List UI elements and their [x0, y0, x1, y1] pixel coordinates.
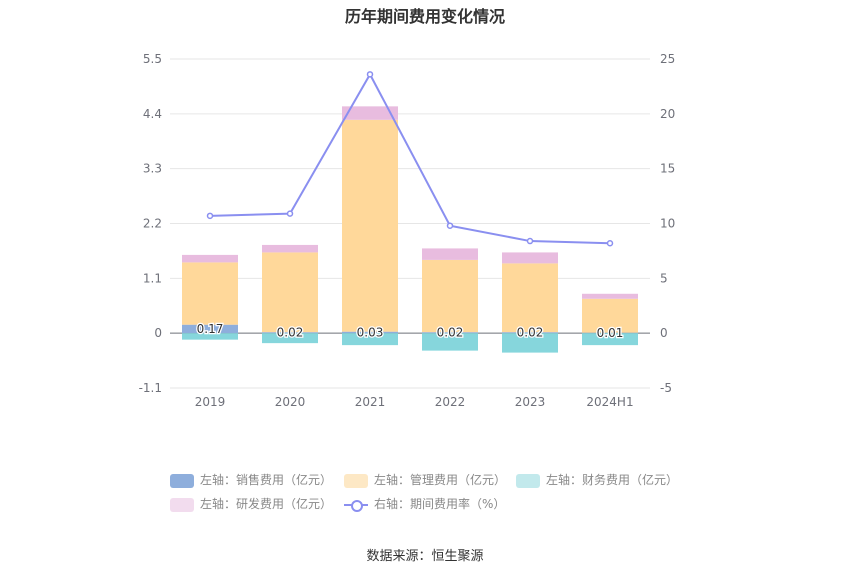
legend-item-rnd[interactable]: 左轴：研发费用（亿元） [170, 494, 332, 514]
rate-point [606, 239, 614, 247]
bar-2-2024H1 [582, 333, 638, 346]
bar-3-2024H1 [582, 293, 638, 299]
data-label-sales: 0.03 [357, 325, 384, 339]
left-tick-label: 3.3 [143, 162, 162, 176]
rate-point [366, 71, 374, 78]
rate-line [209, 72, 611, 245]
label-layer: 0.17 0.02 0.03 0.02 0.02 0.01 [195, 321, 624, 341]
legend-item-rate[interactable]: 右轴：期间费用率（%） [344, 494, 505, 514]
bar-0-2020 [262, 332, 318, 334]
left-tick-label: 4.4 [143, 107, 162, 121]
bar-3-2022 [422, 248, 478, 260]
bar-0-2022 [422, 332, 478, 334]
legend-swatch-admin [344, 473, 368, 488]
left-tick-label: 2.2 [143, 217, 162, 231]
bar-2-2022 [422, 333, 478, 351]
grid-layer [170, 58, 650, 389]
right-tick-label: 0 [660, 326, 668, 340]
legend-label-rnd: 左轴：研发费用（亿元） [200, 497, 333, 511]
axis-layer: 5.5 4.4 3.3 2.2 1.1 0 -1.1 25 20 15 10 5 0 -5 2019 2020… [139, 52, 676, 409]
legend-label-finance: 左轴：财务费用（亿元） [546, 473, 679, 487]
rate-point [206, 212, 214, 220]
x-tick-label: 2023 [515, 395, 546, 409]
legend-label-rate: 右轴：期间费用率（%） [374, 497, 506, 511]
data-label-sales: 0.01 [597, 326, 624, 340]
data-label-sales: 0.02 [277, 326, 304, 340]
legend-item-admin[interactable]: 左轴：管理费用（亿元） [344, 470, 506, 490]
bar-1-2019 [182, 262, 238, 325]
legend-line-rate-icon [344, 498, 368, 512]
right-tick-label: 25 [660, 52, 675, 66]
data-label-sales: 0.02 [517, 326, 544, 340]
bar-2-2023 [502, 333, 558, 353]
right-tick-label: 15 [660, 162, 675, 176]
right-tick-label: 5 [660, 271, 668, 285]
x-tick-label: 2020 [275, 395, 306, 409]
legend-swatch-sales [170, 473, 194, 488]
data-source: 数据来源：恒生聚源 [366, 549, 484, 564]
chart-title: 历年期间费用变化情况 [344, 7, 505, 26]
bar-1-2021 [342, 119, 398, 332]
left-tick-label: -1.1 [139, 381, 162, 395]
x-tick-label: 2019 [195, 395, 226, 409]
bar-3-2020 [262, 244, 318, 253]
legend-item-sales[interactable]: 左轴：销售费用（亿元） [170, 470, 332, 490]
data-label-sales: 0.02 [437, 326, 464, 340]
legend-label-admin: 左轴：管理费用（亿元） [374, 473, 507, 487]
rate-point [286, 210, 294, 217]
bar-1-2023 [502, 263, 558, 333]
bar-1-2024H1 [582, 298, 638, 333]
rate-point [446, 222, 454, 229]
rate-point [526, 237, 534, 245]
legend-swatch-finance [516, 473, 540, 488]
bar-2-2020 [262, 333, 318, 344]
bar-0-2021 [342, 331, 398, 334]
x-tick-label: 2024H1 [586, 395, 633, 409]
bar-0-2024H1 [582, 332, 638, 334]
bar-1-2020 [262, 252, 318, 333]
line-layer [206, 71, 614, 247]
legend-swatch-rnd [170, 497, 194, 512]
bar-layer [182, 106, 638, 353]
bar-0-2019 [182, 324, 238, 334]
bar-3-2023 [502, 252, 558, 264]
bar-0-2023 [502, 332, 558, 334]
bar-1-2022 [422, 259, 478, 333]
bar-3-2019 [182, 254, 238, 263]
bar-2-2021 [342, 333, 398, 346]
data-label-sales: 0.17 [197, 322, 224, 336]
left-tick-label: 1.1 [143, 271, 162, 285]
left-tick-label: 0 [154, 326, 162, 340]
right-tick-label: 20 [660, 107, 675, 121]
right-tick-label: -5 [660, 381, 672, 395]
legend-label-sales: 左轴：销售费用（亿元） [200, 473, 333, 487]
x-tick-label: 2021 [355, 395, 386, 409]
left-tick-label: 5.5 [143, 52, 162, 66]
bar-2-2019 [182, 333, 238, 340]
legend-item-finance[interactable]: 左轴：财务费用（亿元） [516, 470, 678, 490]
right-tick-label: 10 [660, 217, 675, 231]
bar-3-2021 [342, 106, 398, 120]
x-tick-label: 2022 [435, 395, 466, 409]
